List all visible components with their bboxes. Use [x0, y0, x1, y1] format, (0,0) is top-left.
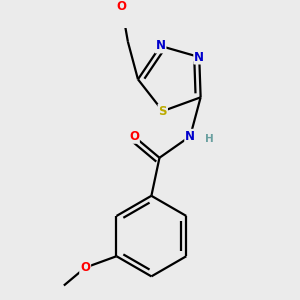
- Text: N: N: [185, 130, 195, 143]
- Text: O: O: [80, 261, 90, 274]
- Text: N: N: [194, 51, 204, 64]
- Text: S: S: [158, 105, 167, 118]
- Text: H: H: [205, 134, 214, 144]
- Text: O: O: [117, 0, 127, 13]
- Text: N: N: [155, 40, 166, 52]
- Text: O: O: [129, 130, 139, 143]
